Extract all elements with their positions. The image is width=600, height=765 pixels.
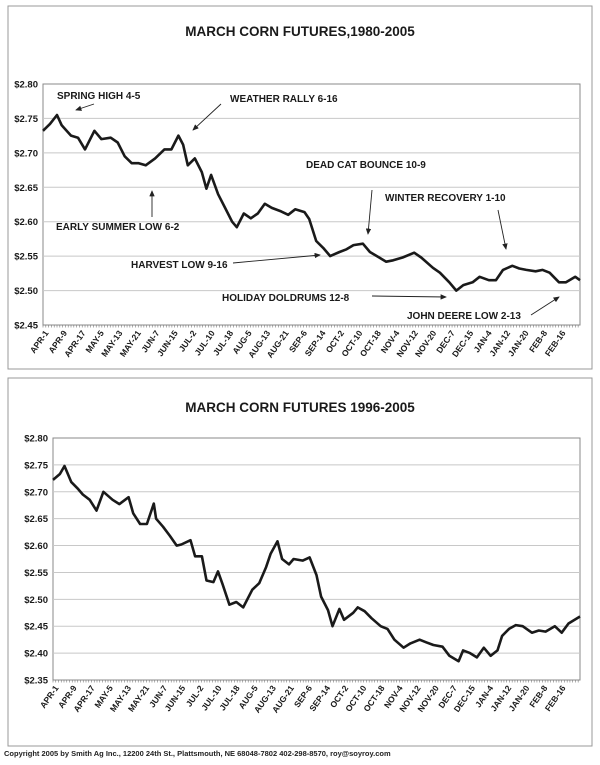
y-tick-label: $2.60 (14, 217, 38, 228)
chart-frame-bottom (7, 377, 593, 747)
annotation-label: EARLY SUMMER LOW 6-2 (56, 222, 180, 233)
price-line (52, 464, 581, 663)
annotation-arrow (497, 209, 508, 250)
chart-title-top: MARCH CORN FUTURES,1980-2005 (185, 24, 415, 39)
y-tick-label: $2.80 (24, 434, 48, 445)
annotation-label: HARVEST LOW 9-16 (131, 260, 228, 271)
annotation-label: WINTER RECOVERY 1-10 (385, 193, 506, 204)
y-tick-label: $2.55 (24, 568, 48, 579)
y-tick-label: $2.50 (24, 595, 48, 606)
y-tick-label: $2.65 (14, 183, 38, 194)
chart-title-bottom: MARCH CORN FUTURES 1996-2005 (185, 400, 415, 415)
y-tick-label: $2.70 (14, 148, 38, 159)
y-tick-label: $2.45 (14, 321, 38, 332)
y-tick-label: $2.50 (14, 286, 38, 297)
annotation-label: WEATHER RALLY 6-16 (230, 94, 338, 105)
y-tick-label: $2.40 (24, 649, 48, 660)
y-tick-label: $2.60 (24, 541, 48, 552)
annotation-arrow (365, 189, 373, 235)
y-tick-label: $2.65 (24, 514, 48, 525)
chart-frame-top (7, 5, 593, 370)
annotation-arrow (530, 296, 560, 316)
y-tick-label: $2.75 (14, 114, 38, 125)
chart-top: $2.45 $2.50 $2.55 $2.60 $2.65 $2.70 $2.75 $2.80… (14, 80, 581, 360)
annotation-arrow (75, 103, 95, 111)
plot-area (52, 437, 581, 681)
annotation-arrow (232, 252, 321, 264)
annotation-label: SPRING HIGH 4-5 (57, 91, 141, 102)
plot-area (42, 83, 581, 326)
annotation-label: HOLIDAY DOLDRUMS 12-8 (222, 293, 350, 304)
y-tick-label: $2.80 (14, 80, 38, 91)
annotation-label: JOHN DEERE LOW 2-13 (407, 311, 521, 322)
annotation-arrow (371, 294, 447, 300)
y-tick-label: $2.55 (14, 252, 38, 263)
price-line (42, 113, 581, 292)
y-tick-label: $2.35 (24, 676, 48, 687)
y-tick-label: $2.75 (24, 460, 48, 471)
y-tick-label: $2.45 (24, 622, 48, 633)
chart-bottom: $2.35 $2.40 $2.45 $2.50 $2.55 $2.60 $2.65 $2.70… (24, 434, 581, 715)
y-tick-label: $2.70 (24, 487, 48, 498)
annotation-arrow (192, 103, 222, 131)
annotation-label: DEAD CAT BOUNCE 10-9 (306, 160, 426, 171)
copyright-footer: Copyright 2005 by Smith Ag Inc., 12200 2… (4, 749, 391, 758)
